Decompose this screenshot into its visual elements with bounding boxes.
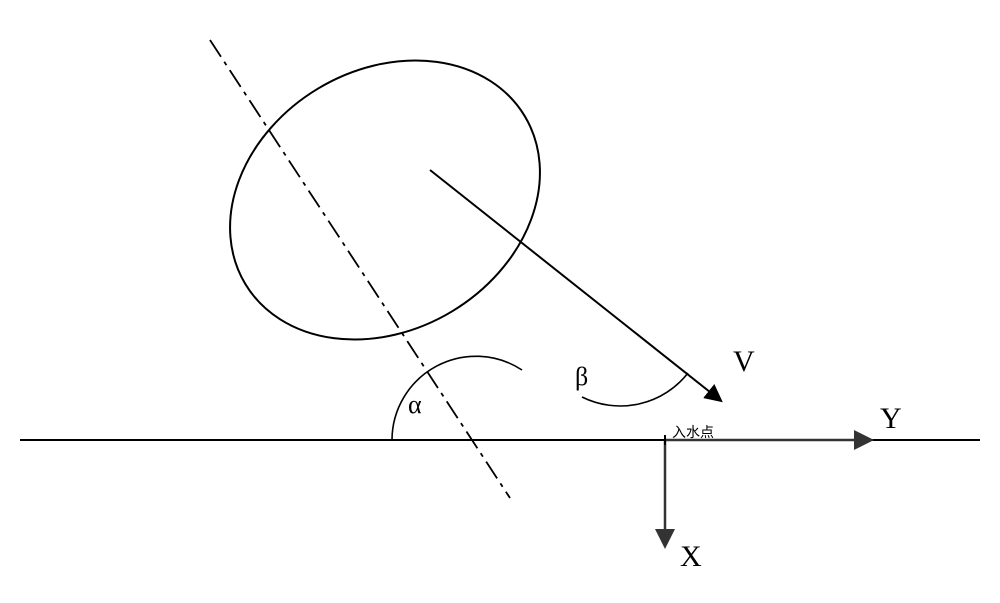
label-v: V bbox=[733, 345, 755, 379]
label-entry-point: 入水点 bbox=[672, 422, 714, 442]
body-ellipse bbox=[178, 5, 591, 396]
diagram-canvas: α β V Y X 入水点 bbox=[0, 0, 1000, 603]
beta-arc bbox=[582, 373, 688, 406]
label-x: X bbox=[680, 540, 702, 574]
label-alpha: α bbox=[408, 390, 422, 420]
diagram-svg bbox=[0, 0, 1000, 603]
label-y: Y bbox=[880, 402, 902, 436]
major-axis-line bbox=[210, 40, 510, 498]
label-beta: β bbox=[575, 362, 588, 392]
